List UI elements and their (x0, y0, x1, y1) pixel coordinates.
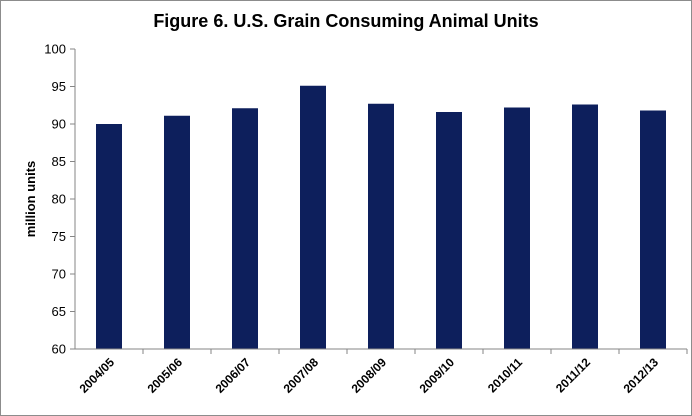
x-tick-label: 2006/07 (213, 355, 254, 396)
y-tick-label: 85 (52, 154, 66, 169)
y-axis-ticks: 60 65 70 75 80 85 90 95 100 (44, 42, 75, 357)
x-axis-ticks: 2004/05 2005/06 2006/07 2007/08 2008/09 2009/… (77, 349, 688, 396)
bar-2007-08 (300, 85, 326, 349)
y-tick-label: 95 (52, 79, 66, 94)
y-tick-label: 60 (52, 342, 66, 357)
x-tick-label: 2009/10 (417, 355, 458, 396)
y-tick-label: 80 (52, 192, 66, 207)
bar-2012-13 (640, 110, 666, 349)
x-tick-label: 2008/09 (349, 355, 390, 396)
x-tick-label: 2005/06 (145, 355, 186, 396)
bar-2010-11 (504, 107, 530, 349)
bar-2006-07 (232, 108, 258, 349)
x-tick-label: 2004/05 (77, 355, 118, 396)
bar-2004-05 (96, 124, 122, 349)
y-axis-title: million units (23, 161, 38, 238)
bar-2008-09 (368, 103, 394, 349)
y-tick-label: 65 (52, 304, 66, 319)
bars (96, 85, 666, 349)
x-tick-label: 2007/08 (281, 355, 322, 396)
bar-2011-12 (572, 104, 598, 349)
y-tick-label: 90 (52, 117, 66, 132)
x-tick-label: 2010/11 (485, 355, 525, 395)
x-tick-label: 2011/12 (553, 355, 593, 395)
chart-title: Figure 6. U.S. Grain Consuming Animal Un… (153, 11, 539, 31)
y-tick-label: 75 (52, 229, 66, 244)
bar-2009-10 (436, 112, 462, 349)
y-tick-label: 70 (52, 267, 66, 282)
bar-2005-06 (164, 115, 190, 349)
y-tick-label: 100 (44, 42, 66, 57)
x-tick-label: 2012/13 (621, 355, 662, 396)
